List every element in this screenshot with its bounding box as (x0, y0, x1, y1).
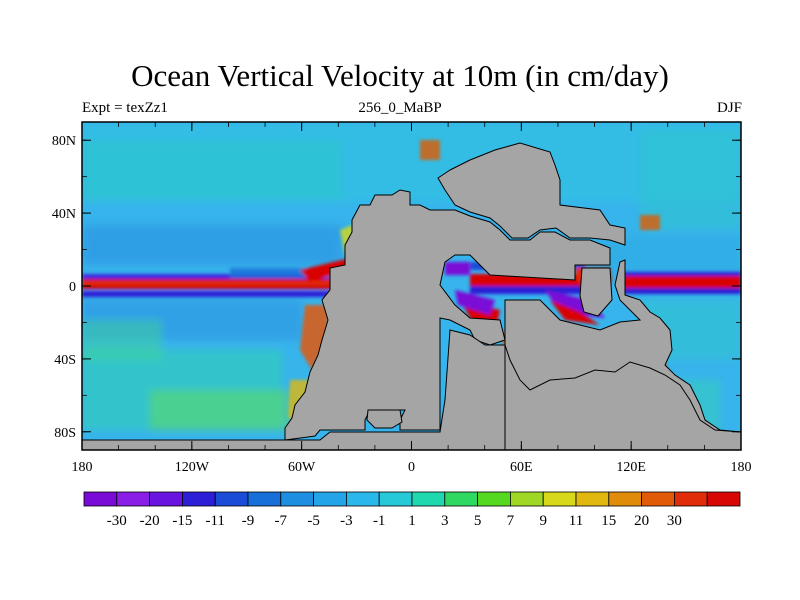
land-southeast (82, 259, 741, 450)
colorbar-swatch (608, 491, 642, 507)
y-tick-label: 40N (52, 207, 76, 222)
y-tick-label: 80S (54, 426, 76, 441)
colorbar-swatch (542, 491, 577, 507)
colorbar-swatch (247, 491, 282, 507)
colorbar-swatch (313, 491, 347, 507)
colorbar-label: 15 (601, 513, 616, 529)
x-tick-label: 120W (175, 460, 210, 475)
colorbar-swatch (674, 491, 708, 507)
colorbar-label: 20 (634, 513, 649, 529)
x-tick-label: 0 (408, 460, 415, 475)
land-island (579, 267, 613, 317)
y-tick-label: 80N (52, 134, 76, 149)
colorbar-label: -20 (140, 513, 160, 529)
colorbar-swatch (181, 491, 216, 507)
minor-ticks (81, 122, 742, 450)
colorbar-swatch (411, 491, 446, 507)
colorbar-swatch (345, 491, 380, 507)
colorbar-label: -3 (340, 513, 353, 529)
colorbar-swatch (280, 491, 314, 507)
colorbar-label: 30 (667, 513, 682, 529)
colorbar-swatch (477, 491, 511, 507)
center-string: 256_0_MaBP (358, 100, 442, 116)
colorbar-label: 1 (408, 513, 416, 529)
colorbar: -30 -20 -15 -11 -9 -7 -5 -3 -1 1 3 5 7 9 11 15 20 30 (83, 491, 741, 529)
colorbar-label: 9 (539, 513, 547, 529)
x-tick-label: 180 (72, 460, 93, 475)
colorbar-label: -15 (172, 513, 192, 529)
ocean-velocity-field (82, 122, 741, 430)
colorbar-swatch (378, 491, 413, 507)
x-tick-label: 60E (510, 460, 533, 475)
colorbar-swatch (116, 491, 151, 507)
colorbar-label: -30 (107, 513, 127, 529)
x-axis: 180 120W 60W 0 60E 120E 180 (72, 122, 752, 475)
right-string: DJF (716, 100, 742, 116)
colorbar-label: -7 (275, 513, 288, 529)
colorbar-label: -5 (307, 513, 320, 529)
y-tick-label: 40S (54, 353, 76, 368)
plot-title: Ocean Vertical Velocity at 10m (in cm/da… (131, 58, 669, 93)
land-northeast (437, 142, 626, 246)
colorbar-label: 7 (507, 513, 515, 529)
colorbar-swatch (509, 491, 544, 507)
colorbar-swatch (444, 491, 478, 507)
x-tick-label: 120E (616, 460, 646, 475)
colorbar-swatch (575, 491, 610, 507)
colorbar-label: 5 (474, 513, 482, 529)
colorbar-swatch (214, 491, 249, 507)
colorbar-swatch (149, 491, 183, 507)
y-tick-label: 0 (69, 280, 76, 295)
colorbar-label: 11 (569, 513, 583, 529)
map-panel (82, 122, 741, 450)
colorbar-label: -9 (242, 513, 255, 529)
colorbar-label: -1 (373, 513, 386, 529)
land-masses (82, 142, 741, 450)
colorbar-label: -11 (205, 513, 224, 529)
colorbar-swatch (641, 491, 675, 507)
x-tick-label: 180 (731, 460, 752, 475)
colorbar-swatch (706, 491, 741, 507)
left-string: Expt = texZz1 (82, 100, 168, 116)
x-tick-label: 60W (288, 460, 316, 475)
colorbar-swatch (83, 491, 118, 507)
land-small-island (366, 409, 403, 429)
colorbar-label: 3 (441, 513, 449, 529)
